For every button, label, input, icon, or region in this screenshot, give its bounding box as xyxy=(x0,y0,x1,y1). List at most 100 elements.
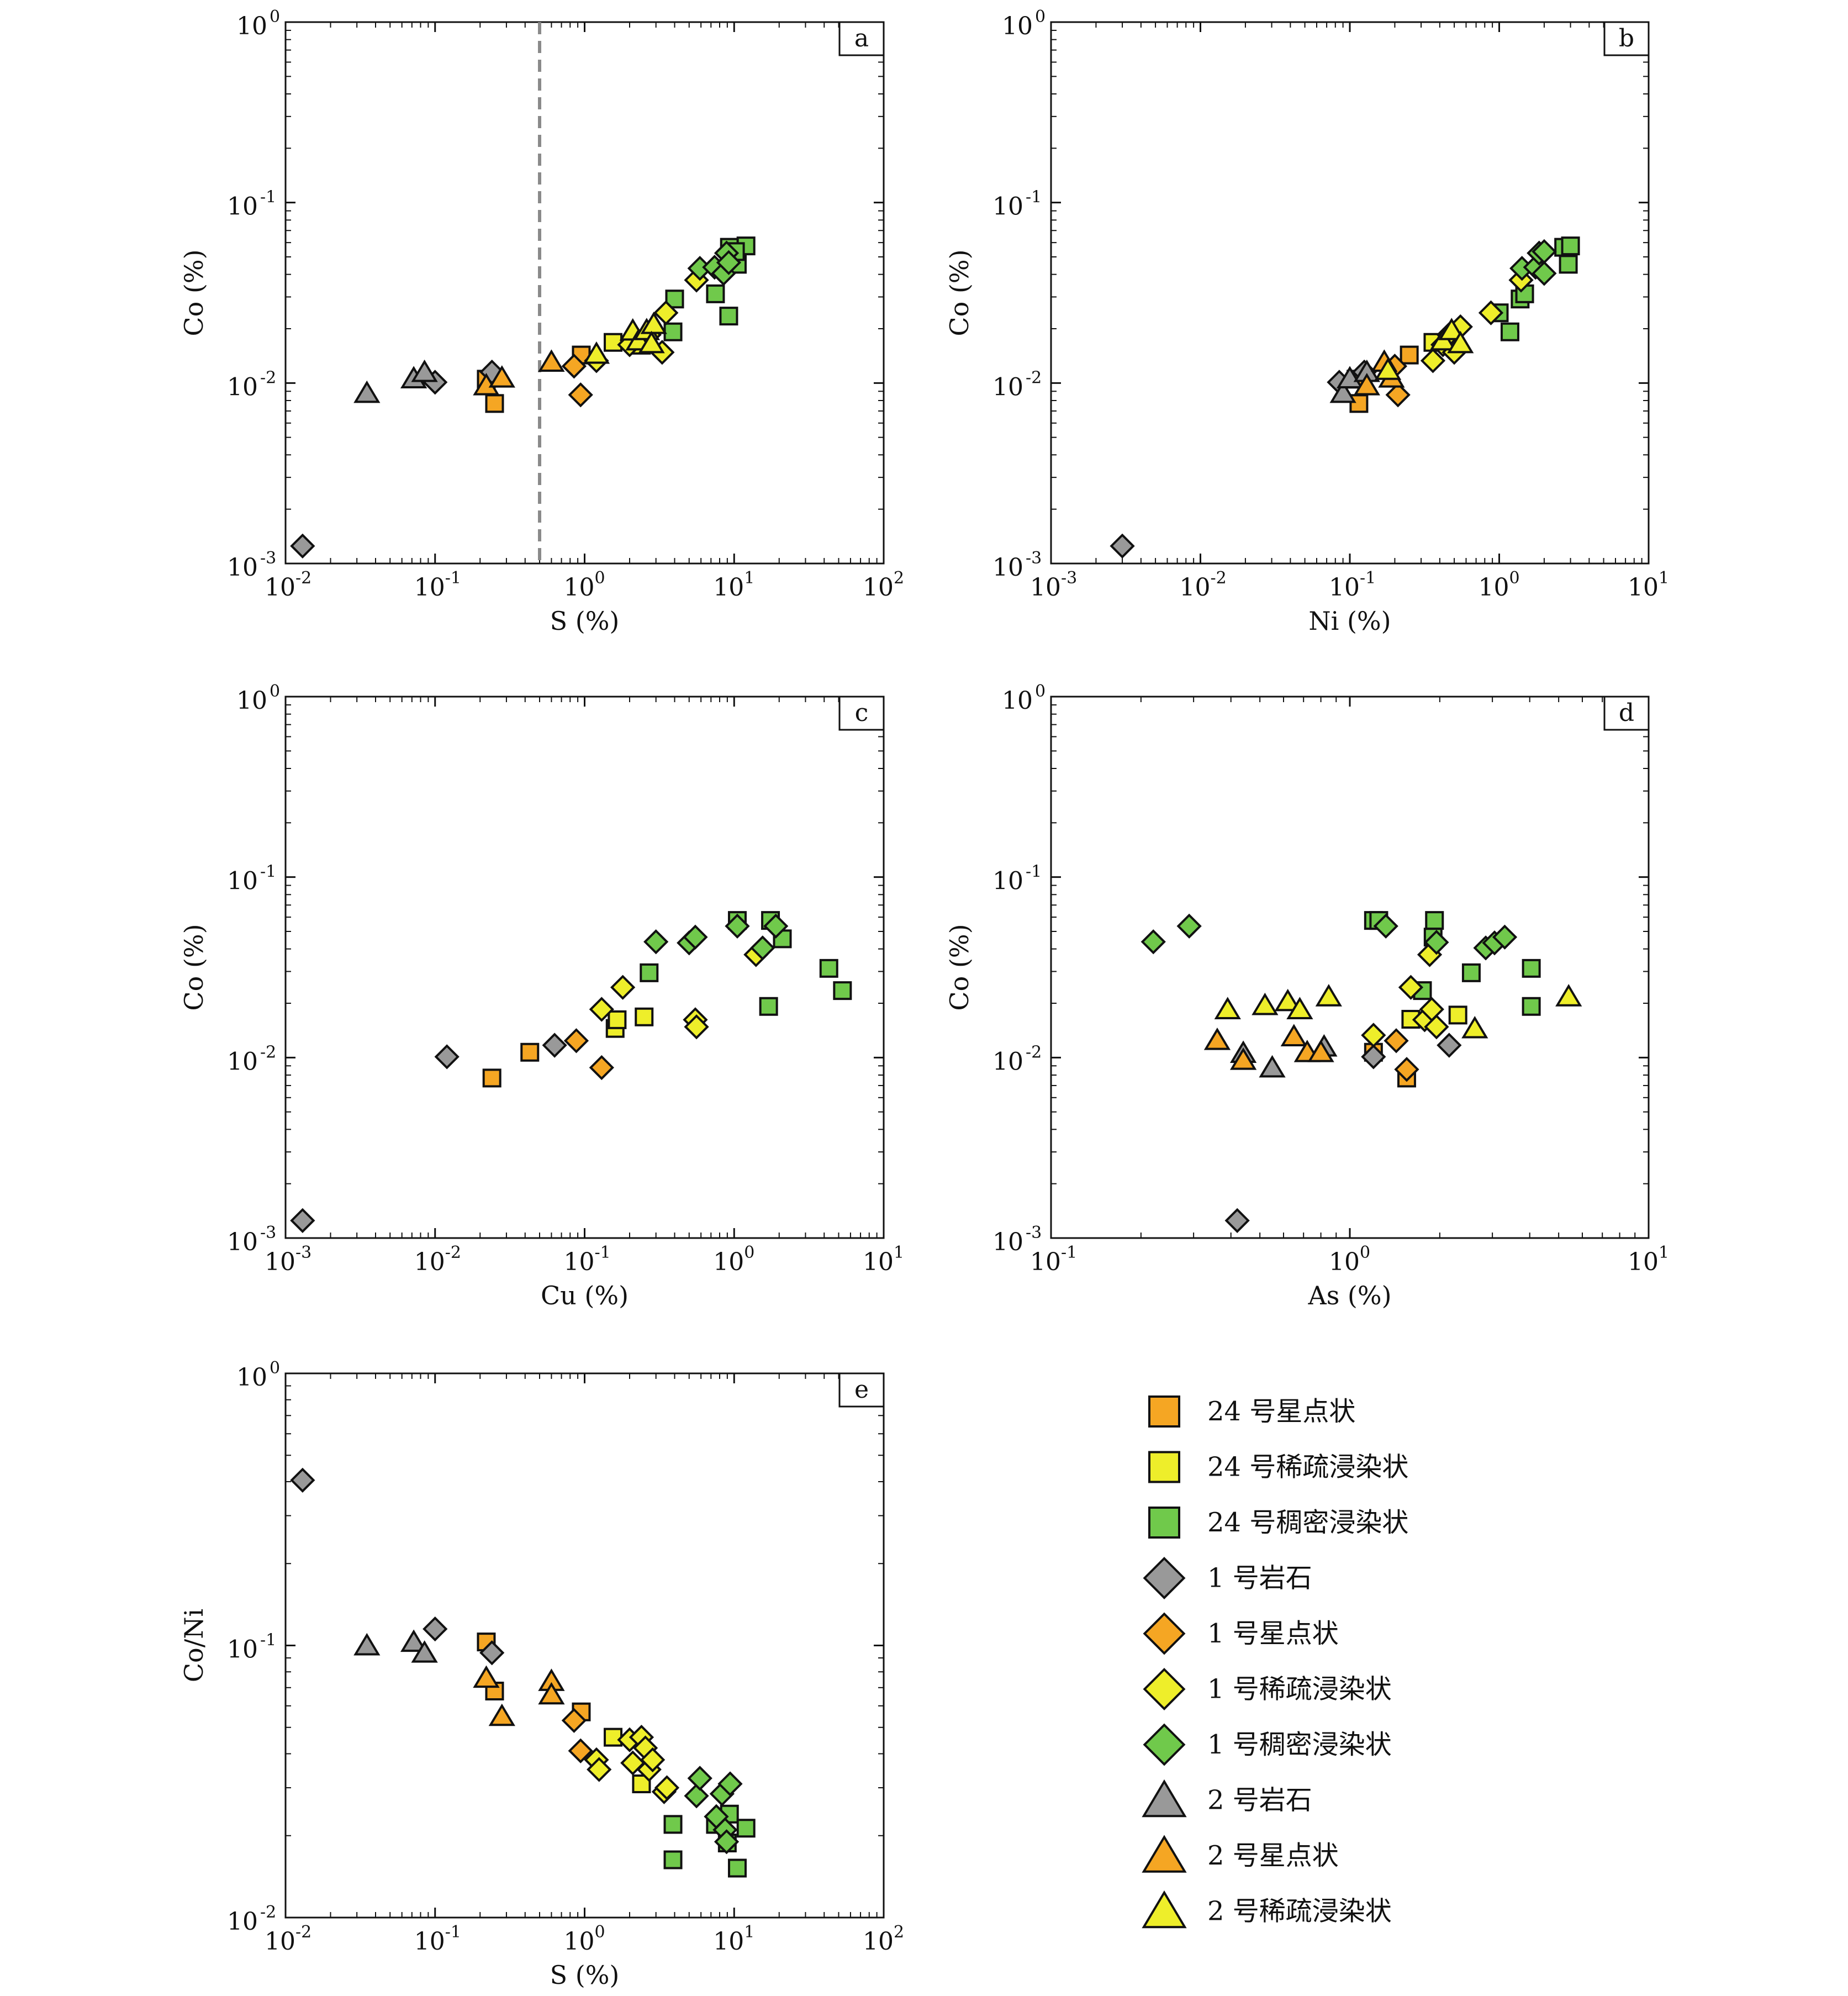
x-axis-label: S (%) xyxy=(550,1960,620,1990)
data-point-s24_sparse xyxy=(604,333,623,352)
data-point-t2_sparse xyxy=(1252,992,1279,1015)
data-point-t2_star xyxy=(1280,1024,1307,1046)
plot-frame xyxy=(284,21,885,565)
data-point-d1_sparse xyxy=(1419,997,1444,1022)
data-point-s24_dense xyxy=(706,284,725,303)
data-point-t2_star xyxy=(1229,1047,1257,1070)
y-tick-exponent: -2 xyxy=(260,368,276,387)
legend-marker xyxy=(1142,1779,1187,1818)
x-tick-label: 10 xyxy=(564,1248,595,1276)
y-tick-exponent: -1 xyxy=(1026,862,1042,882)
x-tick-label: 10 xyxy=(1479,573,1509,602)
data-point-d1_rock xyxy=(434,1044,460,1070)
panel-label-box xyxy=(1603,21,1650,56)
x-tick-label: 10 xyxy=(564,1927,595,1956)
data-point-s24_star xyxy=(485,394,504,413)
data-point-d1_star xyxy=(563,1028,589,1054)
x-tick-label: 10 xyxy=(713,1927,744,1956)
data-point-t2_rock xyxy=(1329,380,1356,403)
data-point-d1_star xyxy=(561,1708,587,1733)
data-point-s24_star xyxy=(482,1068,501,1088)
data-point-d1_dense xyxy=(1532,261,1557,286)
x-tick-label: 10 xyxy=(1628,1248,1659,1276)
x-tick-label: 10 xyxy=(1030,573,1061,602)
data-point-d1_dense xyxy=(1176,913,1202,939)
x-tick-exponent: 1 xyxy=(744,568,754,588)
panel-a: 10 -2 10 -1 10 0 10 1 10 210 -310 -210 -110 0S (%)Co … xyxy=(179,7,904,636)
x-tick-label: 10 xyxy=(863,1248,894,1276)
panel-label: c xyxy=(855,699,869,727)
data-point-d1_rock xyxy=(1224,1208,1250,1233)
y-tick-exponent: -1 xyxy=(260,1631,276,1650)
x-axis-label: As (%) xyxy=(1307,1281,1391,1310)
data-point-s24_dense xyxy=(727,1858,747,1878)
x-tick-exponent: -1 xyxy=(595,1243,611,1262)
data-point-s24_star xyxy=(520,1042,540,1062)
legend-label: 24 号稀疏浸染状 xyxy=(1207,1452,1408,1483)
legend-label: 1 号稀疏浸染状 xyxy=(1207,1674,1392,1705)
legend-item-t2_rock: 2 号岩石 xyxy=(1142,1779,1312,1818)
data-point-s24_star xyxy=(1400,345,1419,365)
data-point-t2_rock xyxy=(400,1629,427,1652)
data-point-d1_rock xyxy=(1437,1033,1462,1058)
x-tick-exponent: -3 xyxy=(295,1243,311,1262)
x-tick-label: 10 xyxy=(564,573,595,602)
legend-marker xyxy=(1142,1835,1187,1873)
data-point-d1_sparse xyxy=(589,997,614,1022)
x-tick-exponent: 1 xyxy=(1659,1243,1669,1262)
data-point-d1_star xyxy=(1384,1028,1409,1054)
y-tick-exponent: -2 xyxy=(260,1903,276,1922)
data-point-s24_dense xyxy=(663,1815,683,1834)
x-tick-exponent: -3 xyxy=(1061,568,1077,588)
x-tick-exponent: 0 xyxy=(595,568,605,588)
y-tick-exponent: -3 xyxy=(260,1223,276,1242)
data-point-t2_star xyxy=(473,1665,500,1688)
data-point-d1_dense xyxy=(1492,924,1518,950)
legend-item-d1_dense: 1 号稠密浸染状 xyxy=(1143,1723,1392,1766)
y-tick-exponent: 0 xyxy=(270,7,280,27)
panel-label: b xyxy=(1619,24,1634,52)
data-point-d1_sparse xyxy=(1508,267,1534,293)
data-point-t2_sparse xyxy=(1447,330,1474,354)
legend-label: 24 号稠密浸染状 xyxy=(1207,1507,1408,1538)
data-point-t2_star xyxy=(488,1703,515,1726)
x-tick-label: 10 xyxy=(1030,1248,1061,1276)
y-tick-exponent: -2 xyxy=(1026,368,1042,387)
y-tick-label: 10 xyxy=(992,373,1023,401)
data-point-s24_dense xyxy=(1559,255,1578,274)
x-axis-label: Cu (%) xyxy=(541,1281,629,1310)
data-point-d1_sparse xyxy=(610,975,636,1000)
legend-label: 2 号星点状 xyxy=(1207,1840,1339,1871)
data-point-d1_star xyxy=(568,1738,593,1763)
plot-frame xyxy=(284,1372,885,1919)
data-point-t2_sparse xyxy=(1315,984,1342,1007)
panel-b: 10 -3 10 -2 10 -1 10 0 10 110 -310 -210 -110 0Ni (%)C… xyxy=(944,7,1669,636)
data-point-d1_dense xyxy=(1532,239,1557,265)
x-tick-label: 10 xyxy=(1628,573,1659,602)
y-tick-exponent: -2 xyxy=(260,1042,276,1062)
data-point-t2_sparse xyxy=(583,341,610,364)
y-tick-label: 10 xyxy=(227,193,258,221)
y-tick-exponent: -2 xyxy=(1026,1042,1042,1062)
panel-label-box xyxy=(838,696,885,731)
data-point-d1_rock xyxy=(542,1033,567,1058)
y-tick-label: 10 xyxy=(992,867,1023,896)
panel-label-box xyxy=(838,1372,885,1408)
data-point-d1_dense xyxy=(716,250,742,275)
y-axis-label: Co (%) xyxy=(944,924,974,1010)
data-point-t2_rock xyxy=(353,1632,381,1656)
legend-item-t2_sparse: 2 号稀疏浸染状 xyxy=(1142,1890,1392,1929)
x-tick-exponent: 0 xyxy=(744,1243,754,1262)
y-tick-exponent: 0 xyxy=(270,1358,280,1378)
panel-c: 10 -3 10 -2 10 -1 10 0 10 110 -310 -210 -110 0Cu (%)C… xyxy=(179,682,904,1310)
legend-label: 1 号岩石 xyxy=(1207,1563,1312,1594)
data-point-d1_dense xyxy=(763,913,789,939)
legend-item-d1_star: 1 号星点状 xyxy=(1143,1612,1339,1655)
y-tick-label: 10 xyxy=(236,12,267,40)
data-point-t2_sparse xyxy=(1555,984,1582,1007)
data-point-s24_dense xyxy=(1561,236,1580,256)
y-tick-exponent: -3 xyxy=(1026,549,1042,568)
legend-item-d1_rock: 1 号岩石 xyxy=(1143,1557,1312,1599)
data-point-t2_rock xyxy=(411,1640,438,1663)
data-point-s24_dense xyxy=(663,1850,683,1869)
